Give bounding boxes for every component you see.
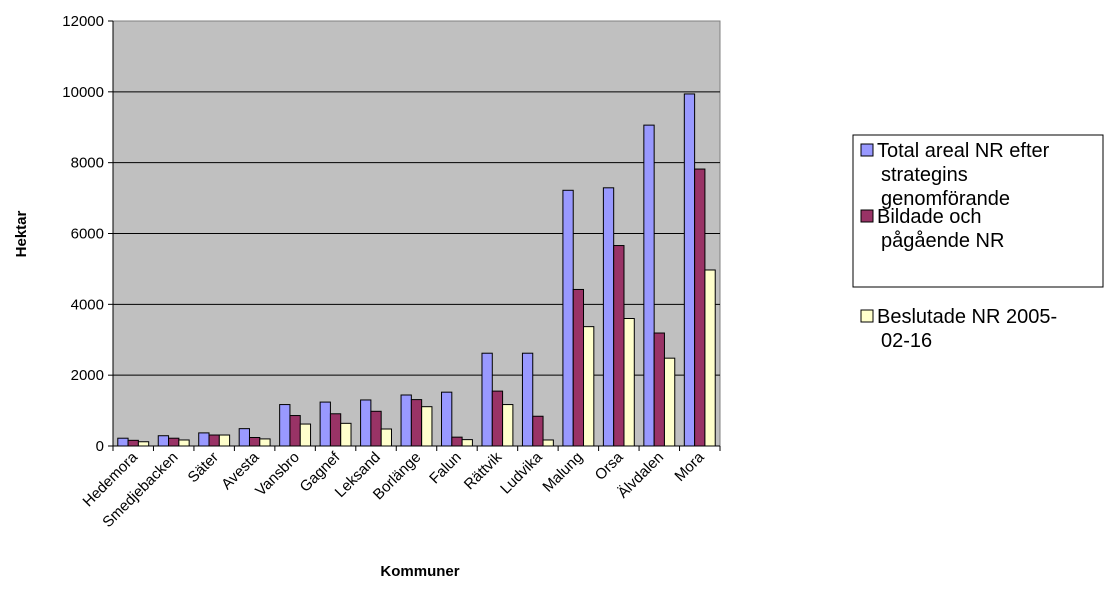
legend-label: genomförande — [881, 188, 1010, 210]
x-tick-label: Mora — [671, 448, 708, 485]
bar-2-leksand — [370, 410, 382, 447]
bar-3-hedemora — [137, 441, 150, 447]
legend: Total areal NR efterstrateginsgenomföran… — [852, 134, 1104, 352]
bar-3-smedjebacken — [178, 439, 190, 447]
bar-1-vansbro — [279, 404, 291, 447]
bar-2-mora — [694, 168, 706, 447]
legend-box — [852, 134, 1104, 288]
x-tick-label: Ludvika — [497, 448, 546, 497]
y-tick-label: 4000 — [71, 296, 104, 313]
legend-label: pågående NR — [881, 230, 1004, 252]
legend-label: 02-16 — [881, 330, 932, 352]
bar-1-orsa — [602, 187, 615, 447]
bar-2-orsa — [613, 245, 625, 447]
bar-3-borlänge — [421, 406, 433, 447]
x-tick-label: Vansbro — [252, 449, 303, 500]
y-axis-title: Hektar — [13, 210, 30, 257]
bar-2-säter — [208, 434, 220, 447]
bar-2-borlänge — [410, 399, 423, 447]
bar-2-malung — [572, 288, 585, 447]
bar-1-smedjebacken — [157, 435, 170, 447]
legend-swatch — [860, 143, 874, 157]
y-axis-ticks: 0 2000 4000 6000 8000 10000 12000 — [62, 13, 113, 455]
bar-2-vansbro — [289, 415, 301, 447]
y-tick-label: 2000 — [71, 367, 104, 384]
x-tick-label: Falun — [426, 449, 465, 488]
bar-1-älvdalen — [643, 124, 655, 447]
bar-2-falun — [451, 436, 463, 447]
bar-1-rättvik — [481, 352, 493, 447]
bar-3-mora — [704, 269, 716, 447]
bar-1-borlänge — [400, 394, 412, 447]
bar-1-gagnef — [319, 401, 331, 447]
bar-1-malung — [562, 189, 574, 447]
bar-2-gagnef — [329, 413, 342, 447]
bar-1-säter — [198, 432, 210, 447]
legend-label: strategins — [881, 164, 968, 186]
legend-swatch — [860, 209, 874, 223]
bar-3-leksand — [380, 428, 392, 447]
bar-2-älvdalen — [653, 332, 665, 447]
x-tick-label: Malung — [539, 449, 586, 496]
bar-3-malung — [583, 326, 595, 447]
bar-3-säter — [218, 434, 231, 447]
bar-2-rättvik — [491, 390, 504, 447]
y-tick-label: 6000 — [71, 226, 104, 243]
bar-3-älvdalen — [663, 357, 676, 447]
legend-label: Beslutade NR 2005- — [877, 306, 1057, 328]
bar-2-smedjebacken — [168, 437, 180, 447]
y-tick-label: 8000 — [71, 155, 104, 172]
bar-1-leksand — [360, 399, 372, 447]
bar-1-mora — [683, 93, 696, 447]
bar-3-avesta — [259, 438, 271, 447]
bar-1-avesta — [238, 428, 250, 447]
y-tick-label: 12000 — [62, 13, 104, 30]
bar-2-hedemora — [127, 439, 139, 447]
x-tick-label: Säter — [185, 449, 222, 486]
axes — [112, 21, 720, 447]
bar-3-falun — [461, 439, 473, 447]
x-axis-title: Kommuner — [380, 563, 459, 580]
bar-1-ludvika — [521, 352, 534, 447]
bar-2-ludvika — [532, 415, 544, 447]
y-tick-label: 10000 — [62, 84, 104, 101]
bar-3-vansbro — [299, 423, 312, 447]
legend-label: Bildade och — [877, 206, 982, 228]
bar-3-gagnef — [340, 422, 352, 447]
bar-1-falun — [441, 391, 453, 447]
bar-3-orsa — [623, 318, 635, 447]
y-tick-label: 0 — [96, 438, 104, 455]
legend-swatch — [860, 309, 874, 323]
bar-3-rättvik — [502, 404, 514, 447]
x-tick-label: Orsa — [592, 448, 627, 483]
bar-1-hedemora — [117, 437, 129, 447]
legend-label: Total areal NR efter — [877, 140, 1050, 162]
bar-2-avesta — [248, 437, 261, 447]
bar-3-ludvika — [542, 439, 554, 447]
